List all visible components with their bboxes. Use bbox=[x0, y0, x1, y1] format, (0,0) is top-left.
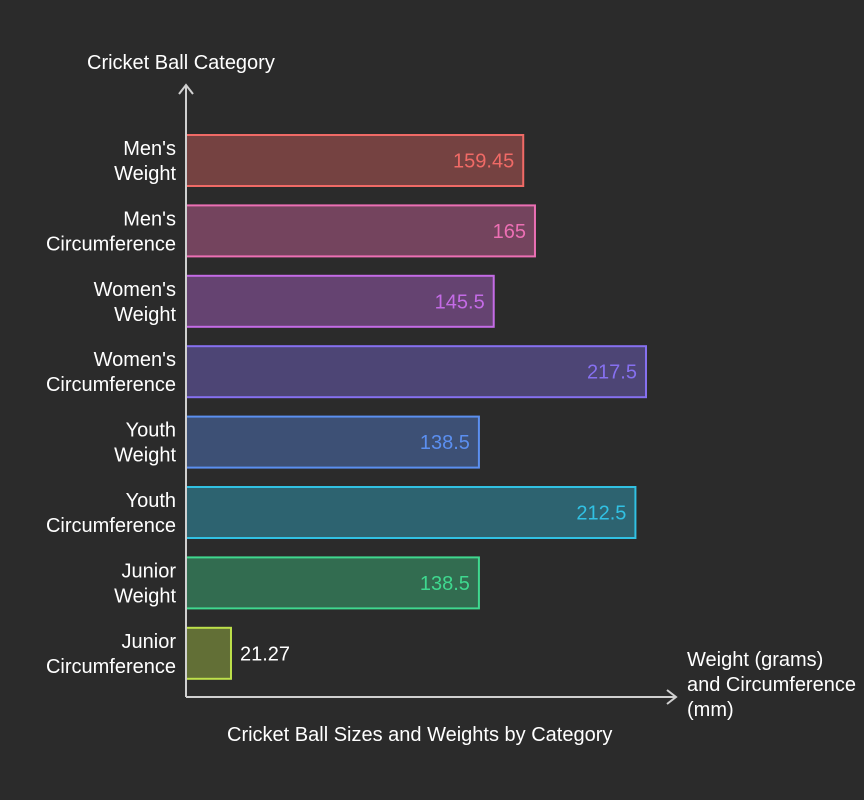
category-label: Men's Circumference bbox=[46, 208, 176, 255]
bar bbox=[185, 345, 647, 399]
category-label: Women's Weight bbox=[94, 279, 177, 326]
category-label: Junior Weight bbox=[114, 560, 176, 607]
category-label: Youth Circumference bbox=[46, 490, 176, 537]
x-axis-arrow bbox=[666, 689, 678, 705]
category-label: Youth Weight bbox=[114, 420, 176, 467]
bar bbox=[185, 274, 495, 328]
x-axis-title: Weight (grams) and Circumference (mm) bbox=[687, 649, 856, 721]
bar-value-label: 21.27 bbox=[240, 643, 290, 665]
bar-value-label: 145.5 bbox=[435, 291, 485, 313]
bar-value-label: 138.5 bbox=[420, 573, 470, 595]
category-label: Women's Circumference bbox=[46, 349, 176, 396]
bar bbox=[185, 626, 232, 680]
bar-value-label: 165 bbox=[493, 221, 526, 243]
bar-value-label: 217.5 bbox=[587, 362, 637, 384]
y-axis-arrow bbox=[178, 83, 194, 95]
bar-value-label: 138.5 bbox=[420, 432, 470, 454]
bar-value-label: 159.45 bbox=[453, 151, 514, 173]
bar bbox=[185, 204, 536, 258]
bar bbox=[185, 486, 637, 539]
category-label: Men's Weight bbox=[114, 138, 176, 185]
bar bbox=[185, 415, 480, 469]
category-label: Junior Circumference bbox=[46, 631, 176, 678]
chart-caption: Cricket Ball Sizes and Weights by Catego… bbox=[227, 724, 613, 746]
y-axis-title: Cricket Ball Category bbox=[87, 52, 275, 74]
bar bbox=[185, 134, 525, 187]
bar-value-label: 212.5 bbox=[576, 503, 626, 525]
bar bbox=[185, 556, 480, 610]
